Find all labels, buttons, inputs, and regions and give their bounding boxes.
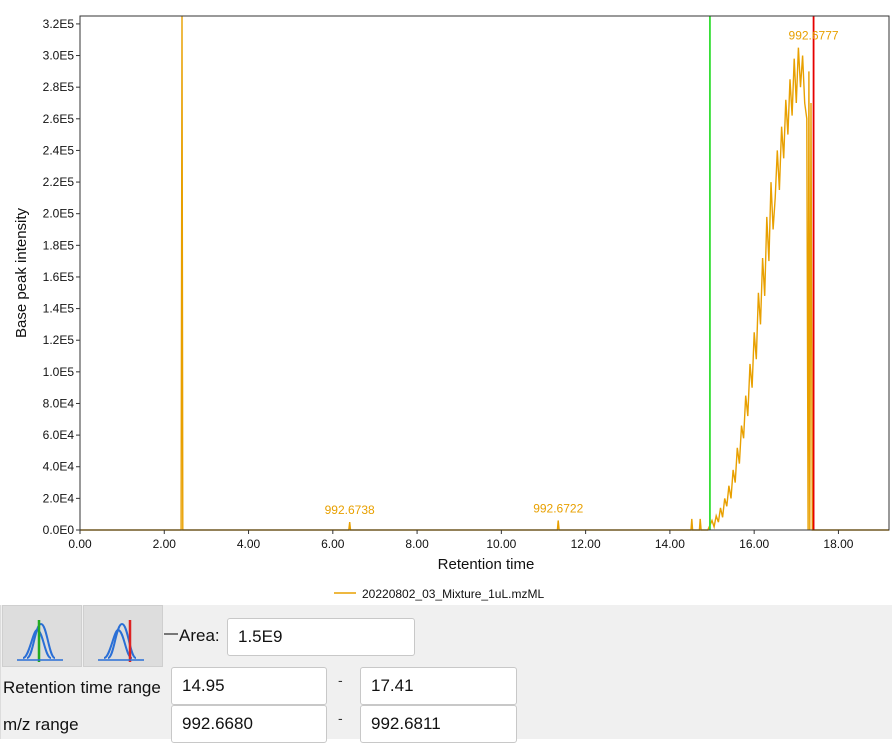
- y-tick-label: 1.2E5: [43, 333, 75, 347]
- mz-range-label: m/z range: [3, 715, 79, 734]
- plot-frame: [79, 15, 890, 531]
- x-tick-label: 10.00: [486, 537, 516, 551]
- y-tick-label: 2.8E5: [43, 80, 75, 94]
- y-tick-label: 4.0E4: [43, 460, 75, 474]
- y-tick-label: 6.0E4: [43, 428, 75, 442]
- y-tick-label: 2.6E5: [43, 112, 75, 126]
- y-tick-label: 1.8E5: [43, 238, 75, 252]
- retention-time-range-separator: -: [338, 672, 343, 688]
- x-axis-label: Retention time: [438, 556, 535, 573]
- y-tick-label: 2.0E4: [43, 491, 75, 505]
- x-tick-label: 12.00: [571, 537, 601, 551]
- x-tick-label: 4.00: [237, 537, 261, 551]
- set-left-boundary-button[interactable]: [2, 605, 82, 667]
- y-tick-label: 3.0E5: [43, 49, 75, 63]
- peak-annotation: 992.6738: [325, 503, 375, 517]
- retention-time-min-field[interactable]: 14.95: [171, 667, 327, 705]
- x-tick-label: 14.00: [655, 537, 685, 551]
- y-tick-label: 0.0E0: [43, 523, 75, 537]
- mz-max-field[interactable]: 992.6811: [360, 705, 517, 743]
- x-tick-label: 8.00: [405, 537, 429, 551]
- x-tick-label: 0.00: [68, 537, 92, 551]
- y-tick-label: 1.4E5: [43, 302, 75, 316]
- x-tick-label: 18.00: [823, 537, 853, 551]
- peak-red-right-boundary-icon: [98, 620, 144, 662]
- x-tick-label: 16.00: [739, 537, 769, 551]
- y-tick-label: 3.2E5: [43, 17, 75, 31]
- integration-panel: Area: 1.5E9 Retention time range 14.95 -…: [0, 605, 892, 743]
- area-value-field[interactable]: 1.5E9: [227, 618, 415, 656]
- x-tick-label: 2.00: [153, 537, 177, 551]
- x-tick-label: 6.00: [321, 537, 345, 551]
- y-tick-label: 2.2E5: [43, 175, 75, 189]
- mz-range-separator: -: [338, 710, 343, 726]
- set-right-boundary-button[interactable]: [83, 605, 163, 667]
- chromatogram-chart[interactable]: 0.0E0 2.0E4 4.0E4 6.0E4 8.0E4 1.0E5 1.2E5 1.4E5…: [0, 0, 892, 606]
- legend: 20220802_03_Mixture_1uL.mzML: [334, 587, 544, 601]
- area-label: Area:: [179, 626, 220, 645]
- y-axis-label: Base peak intensity: [13, 207, 30, 338]
- y-tick-label: 2.0E5: [43, 207, 75, 221]
- retention-time-max-field[interactable]: 17.41: [360, 667, 517, 705]
- peak-annotation: 992.6777: [789, 29, 839, 43]
- y-tick-label: 1.6E5: [43, 270, 75, 284]
- y-tick-label: 1.0E5: [43, 365, 75, 379]
- legend-label: 20220802_03_Mixture_1uL.mzML: [362, 587, 544, 601]
- peak-annotation: 992.6722: [533, 502, 583, 516]
- series-line: [80, 15, 889, 531]
- peak-green-left-boundary-icon: [17, 620, 63, 662]
- y-tick-label: 2.4E5: [43, 143, 75, 157]
- y-tick-label: 8.0E4: [43, 396, 75, 410]
- retention-time-range-label: Retention time range: [3, 678, 161, 697]
- area-leader-line: [164, 633, 178, 635]
- mz-min-field[interactable]: 992.6680: [171, 705, 327, 743]
